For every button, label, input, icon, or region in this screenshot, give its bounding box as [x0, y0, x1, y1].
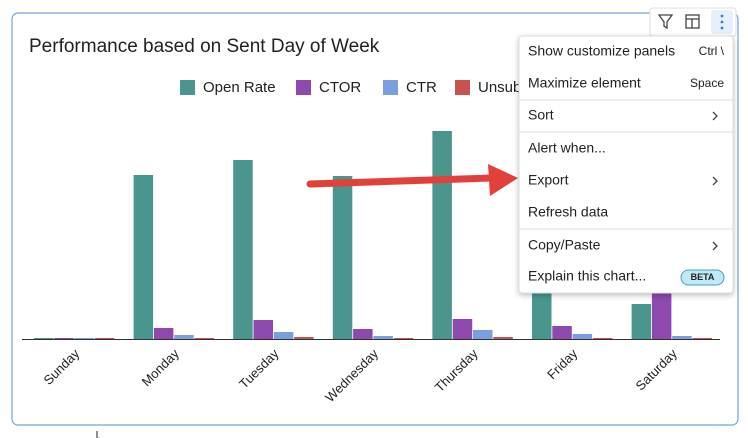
bar	[174, 335, 194, 339]
toolbar	[649, 7, 737, 37]
bar	[672, 336, 692, 339]
bar	[631, 304, 652, 339]
legend-label: Unsub	[478, 79, 521, 96]
dot	[720, 26, 724, 30]
bar	[94, 338, 115, 339]
legend-swatch	[455, 80, 470, 95]
menu-item-label: Copy/Paste	[528, 237, 601, 253]
menu-item-label: Show customize panels	[528, 43, 675, 59]
context-menu: Show customize panels Ctrl \ Maximize elem…	[518, 35, 734, 294]
bar	[473, 330, 493, 339]
bar	[373, 336, 393, 339]
bar	[332, 176, 353, 339]
annotation-arrow	[306, 174, 496, 188]
bar	[253, 320, 273, 339]
bar	[153, 328, 174, 339]
legend-swatch	[296, 80, 311, 95]
table-icon-lines	[686, 18, 699, 28]
bar	[432, 131, 452, 339]
bar	[194, 338, 214, 339]
dot	[720, 14, 724, 18]
bar	[353, 329, 373, 339]
menu-shortcut: Ctrl \	[699, 44, 725, 58]
menu-item-label: Explain this chart...	[528, 268, 646, 284]
bar	[54, 338, 74, 339]
bar	[74, 338, 95, 339]
legend-label: CTOR	[319, 79, 361, 96]
dot	[720, 20, 724, 24]
filter-icon[interactable]	[657, 14, 674, 30]
cursor	[96, 431, 100, 438]
menu-item-label: Alert when...	[528, 140, 606, 156]
badge-label: BETA	[691, 272, 715, 282]
bar	[294, 337, 314, 339]
legend-label: Open Rate	[203, 79, 276, 96]
badge	[680, 269, 725, 286]
annotation-arrowhead	[488, 164, 518, 196]
submenu-chevron	[712, 241, 718, 251]
bar	[34, 338, 54, 339]
legend-swatch	[180, 80, 195, 95]
bar	[692, 338, 712, 339]
legend-label: CTR	[406, 79, 437, 96]
bar	[493, 337, 513, 339]
menu-item-label: Sort	[528, 107, 554, 123]
submenu-chevron	[712, 176, 718, 186]
bar	[552, 326, 572, 339]
bar	[452, 319, 473, 339]
bar	[133, 175, 154, 339]
bar	[393, 338, 414, 339]
menu-item-label: Export	[528, 172, 569, 188]
bar	[572, 334, 593, 339]
bar	[273, 332, 294, 339]
menu-item-label: Refresh data	[528, 204, 608, 220]
bar	[592, 338, 613, 339]
chart-title: Performance based on Sent Day of Week	[29, 36, 380, 57]
menu-item-label: Maximize element	[528, 75, 641, 91]
menu-shortcut: Space	[690, 76, 724, 90]
submenu-chevron	[712, 111, 718, 121]
legend-swatch	[383, 80, 398, 95]
bar	[233, 160, 253, 339]
bar	[651, 284, 672, 339]
